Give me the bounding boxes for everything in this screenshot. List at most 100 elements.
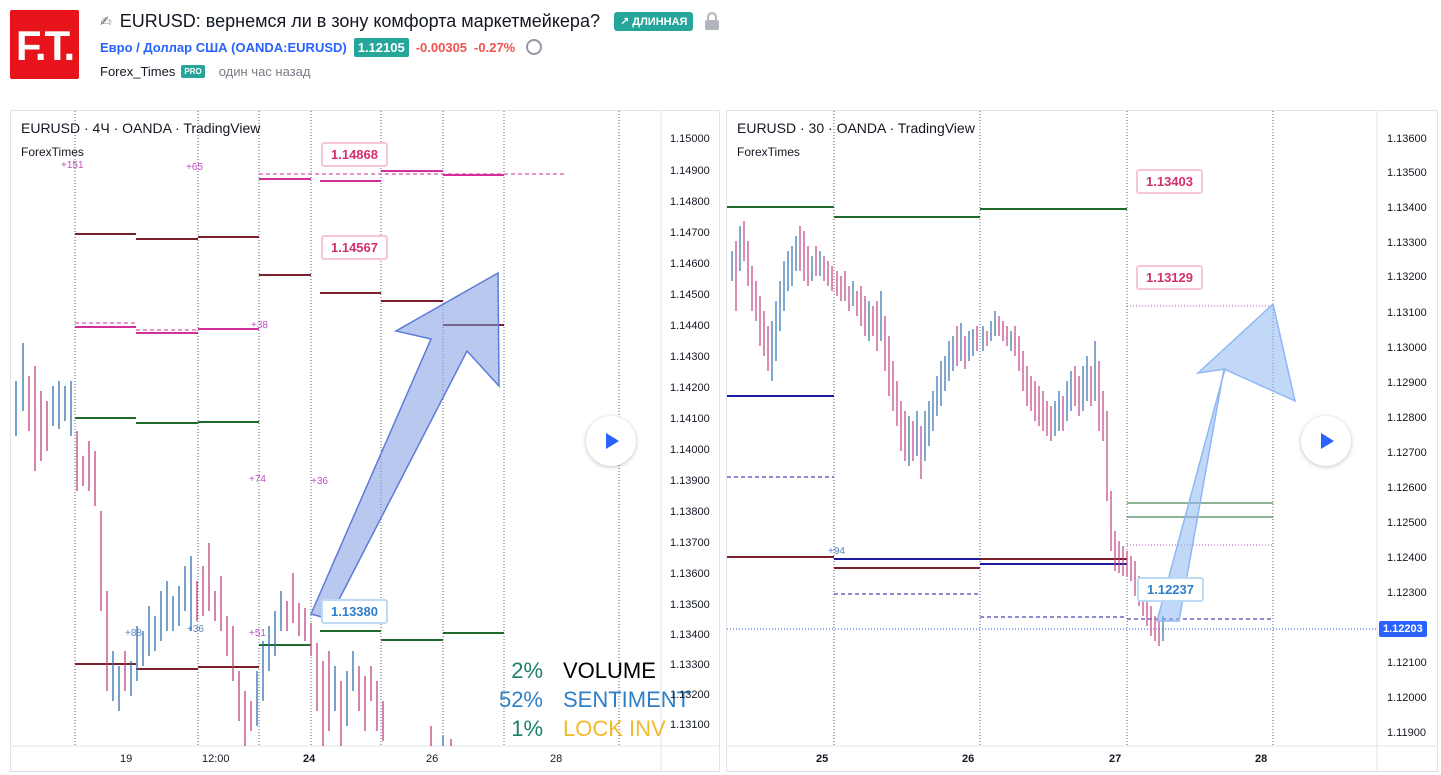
level-delta-label: +36: [311, 476, 328, 487]
dashed-levels: [75, 173, 567, 331]
price-tick: 1.14800: [670, 196, 710, 208]
time-tick: 27: [1109, 753, 1122, 765]
price-tick: 1.13600: [1387, 133, 1427, 145]
alarm-clock-icon[interactable]: [526, 39, 543, 55]
level-delta-label: +74: [249, 474, 266, 485]
author-row: Forex_Times PRO один час назад: [100, 62, 310, 80]
time-tick: 28: [1255, 753, 1268, 765]
price-tick: 1.13200: [670, 689, 710, 701]
level-delta-label: +36: [187, 624, 204, 635]
idea-title: EURUSD: вернемся ли в зону комфорта марк…: [119, 10, 600, 31]
price-tick: 1.14700: [670, 227, 710, 239]
price-tick: 1.14300: [670, 351, 710, 363]
price-callout: 1.13380: [321, 599, 388, 624]
level-delta-label: +38: [251, 320, 268, 331]
level-delta-label: +65: [186, 162, 203, 173]
time-tick: 24: [303, 753, 316, 765]
volume-label: VOLUME: [563, 658, 656, 683]
logo-text: F.T.: [15, 22, 75, 69]
symbol-row: Евро / Доллар США (OANDA:EURUSD) 1.12105…: [100, 37, 543, 57]
play-button[interactable]: [1301, 416, 1351, 466]
price-tick: 1.13300: [1387, 237, 1427, 249]
level-delta-label: +51: [249, 628, 266, 639]
session-lines: [833, 111, 1274, 746]
price-tick: 1.14500: [670, 289, 710, 301]
last-price-badge: 1.12105: [353, 37, 409, 57]
pro-badge: PRO: [181, 64, 205, 78]
idea-title-row: ✍ EURUSD: вернемся ли в зону комфорта ма…: [100, 9, 720, 33]
right-candles: [731, 221, 1164, 646]
time-tick: 26: [426, 753, 439, 765]
price-tick: 1.13100: [1387, 307, 1427, 319]
level-lines: [75, 170, 504, 670]
long-direction-badge: ↗ ДЛИННАЯ: [613, 11, 694, 31]
right-chart-sublegend: ForexTimes: [737, 145, 800, 159]
time-tick: 26: [962, 753, 975, 765]
price-tick: 1.12900: [1387, 377, 1427, 389]
price-tick: 1.13300: [670, 659, 710, 671]
sentiment-pct: 52%: [498, 687, 543, 712]
stats-overlay: 2% VOLUME 52% SENTIMENT 1% LOCK INV: [481, 656, 690, 743]
time-tick: 28: [550, 753, 563, 765]
time-tick: 25: [816, 753, 829, 765]
play-icon: [1321, 433, 1334, 449]
price-tick: 1.13400: [670, 629, 710, 641]
left-chart-canvas: [11, 111, 719, 771]
price-tick: 1.12600: [1387, 482, 1427, 494]
lock-inv-label: LOCK INV: [563, 716, 666, 741]
price-tick: 1.14600: [670, 258, 710, 270]
price-callout: 1.12237: [1137, 577, 1204, 602]
price-tick: 1.14400: [670, 320, 710, 332]
play-button[interactable]: [586, 416, 636, 466]
forecast-arrow: [309, 271, 500, 620]
price-tick: 1.12500: [1387, 517, 1427, 529]
left-chart-legend: EURUSD · 4Ч · OANDA · TradingView: [21, 120, 261, 136]
current-price-tag: 1.12203: [1379, 621, 1427, 637]
time-tick: 12:00: [202, 753, 230, 765]
price-tick: 1.12700: [1387, 447, 1427, 459]
price-tick: 1.12100: [1387, 657, 1427, 669]
price-change-abs: -0.00305: [415, 39, 468, 55]
price-callout: 1.14567: [321, 235, 388, 260]
lock-icon: [705, 12, 720, 30]
price-tick: 1.13700: [670, 537, 710, 549]
sentiment-label: SENTIMENT: [563, 687, 691, 712]
price-tick: 1.13500: [670, 599, 710, 611]
lock-inv-pct: 1%: [511, 716, 543, 741]
price-change-pct: -0.27%: [474, 39, 516, 55]
price-callout: 1.13129: [1136, 265, 1203, 290]
level-delta-label: +151: [61, 160, 84, 171]
volume-pct: 2%: [511, 658, 543, 683]
forex-times-logo[interactable]: F.T.: [10, 10, 79, 79]
level-lines: [727, 206, 1127, 569]
price-tick: 1.13200: [1387, 271, 1427, 283]
price-callout: 1.14868: [321, 142, 388, 167]
price-tick: 1.14000: [670, 444, 710, 456]
price-tick: 1.14200: [670, 382, 710, 394]
left-chart-panel[interactable]: EURUSD · 4Ч · OANDA · TradingView ForexT…: [10, 110, 720, 772]
price-tick: 1.12000: [1387, 692, 1427, 704]
pencil-icon: ✍: [100, 12, 112, 29]
forecast-arrow: [1156, 302, 1297, 622]
price-callout: 1.13403: [1136, 169, 1203, 194]
right-chart-panel[interactable]: EURUSD · 30 · OANDA · TradingView ForexT…: [726, 110, 1438, 772]
price-tick: 1.13900: [670, 475, 710, 487]
price-tick: 1.13600: [670, 568, 710, 580]
left-chart-sublegend: ForexTimes: [21, 145, 84, 159]
symbol-link[interactable]: Евро / Доллар США (OANDA:EURUSD): [100, 39, 347, 55]
time-tick: 19: [120, 753, 133, 765]
play-icon: [606, 433, 619, 449]
price-tick: 1.13000: [1387, 342, 1427, 354]
price-tick: 1.12300: [1387, 587, 1427, 599]
price-tick: 1.12400: [1387, 552, 1427, 564]
price-tick: 1.14900: [670, 165, 710, 177]
author-name[interactable]: Forex_Times: [100, 63, 176, 79]
price-tick: 1.15000: [670, 133, 710, 145]
price-tick: 1.13400: [1387, 202, 1427, 214]
right-chart-legend: EURUSD · 30 · OANDA · TradingView: [737, 120, 975, 136]
price-tick: 1.13100: [670, 719, 710, 731]
left-candles: [15, 343, 452, 746]
session-lines: [74, 111, 620, 746]
level-delta-label: +94: [828, 546, 845, 557]
right-chart-canvas: [727, 111, 1437, 771]
